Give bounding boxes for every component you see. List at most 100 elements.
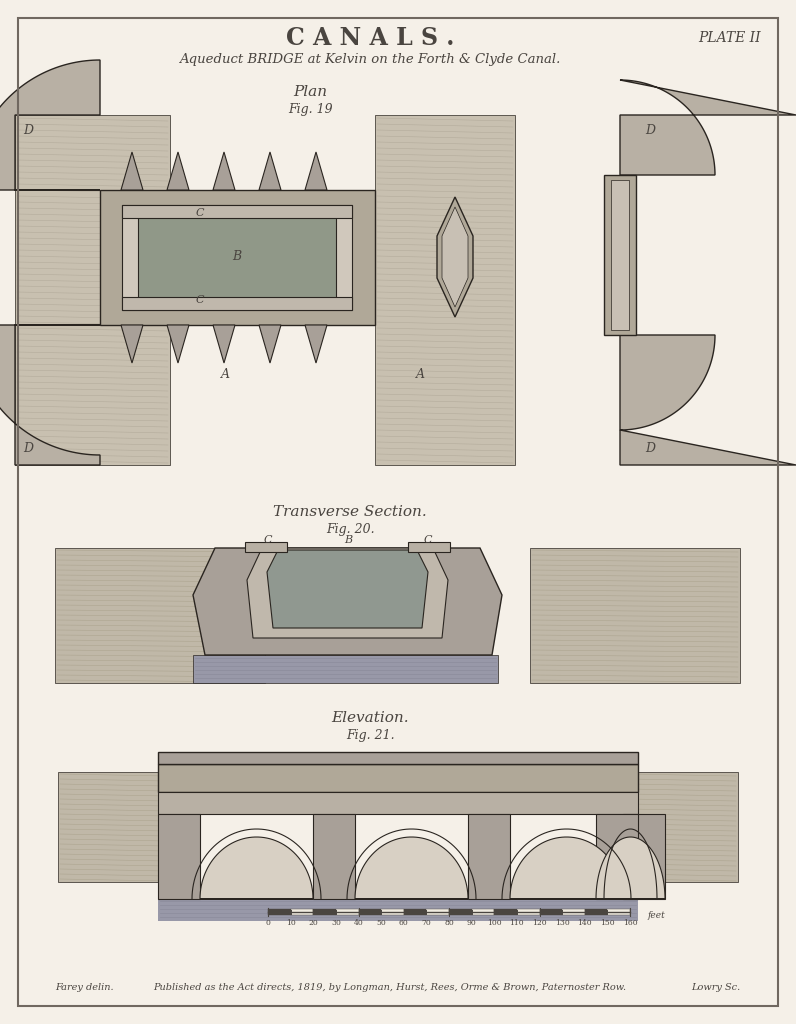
Polygon shape — [437, 197, 473, 317]
FancyBboxPatch shape — [138, 217, 336, 298]
FancyBboxPatch shape — [494, 909, 517, 915]
FancyBboxPatch shape — [245, 542, 287, 552]
Text: 130: 130 — [555, 919, 569, 927]
Text: PLATE II: PLATE II — [699, 31, 761, 45]
Polygon shape — [628, 772, 738, 882]
FancyBboxPatch shape — [291, 909, 314, 915]
Text: Elevation.: Elevation. — [331, 711, 409, 725]
Text: Fig. 20.: Fig. 20. — [326, 523, 374, 537]
Text: 30: 30 — [331, 919, 341, 927]
Polygon shape — [442, 207, 468, 307]
Polygon shape — [267, 550, 428, 628]
Text: 160: 160 — [622, 919, 638, 927]
Text: C: C — [196, 208, 205, 218]
Text: 90: 90 — [466, 919, 477, 927]
FancyBboxPatch shape — [358, 909, 381, 915]
FancyBboxPatch shape — [611, 180, 629, 330]
Text: D: D — [645, 124, 655, 136]
Polygon shape — [305, 325, 327, 362]
FancyBboxPatch shape — [517, 909, 540, 915]
Polygon shape — [15, 115, 170, 465]
Text: Published as the Act directs, 1819, by Longman, Hurst, Rees, Orme & Brown, Pater: Published as the Act directs, 1819, by L… — [154, 983, 626, 992]
FancyBboxPatch shape — [596, 814, 638, 899]
Text: 20: 20 — [308, 919, 318, 927]
FancyBboxPatch shape — [336, 909, 358, 915]
FancyBboxPatch shape — [122, 205, 352, 218]
Text: B: B — [344, 535, 352, 545]
FancyBboxPatch shape — [55, 548, 265, 683]
FancyBboxPatch shape — [122, 205, 352, 310]
Polygon shape — [167, 325, 189, 362]
Polygon shape — [0, 60, 100, 190]
Text: D: D — [23, 441, 33, 455]
FancyBboxPatch shape — [122, 297, 352, 310]
Text: Transverse Section.: Transverse Section. — [273, 505, 427, 519]
FancyBboxPatch shape — [471, 909, 494, 915]
Text: Plan: Plan — [293, 85, 327, 99]
FancyBboxPatch shape — [158, 752, 638, 764]
FancyBboxPatch shape — [158, 792, 638, 814]
FancyBboxPatch shape — [158, 764, 638, 792]
Text: 150: 150 — [600, 919, 615, 927]
Polygon shape — [305, 152, 327, 190]
FancyBboxPatch shape — [468, 814, 510, 899]
FancyBboxPatch shape — [623, 814, 665, 899]
Polygon shape — [596, 837, 665, 899]
Polygon shape — [58, 772, 168, 882]
Text: 80: 80 — [444, 919, 454, 927]
Text: C: C — [196, 295, 205, 305]
Polygon shape — [620, 80, 796, 175]
FancyBboxPatch shape — [158, 814, 200, 899]
Text: 60: 60 — [399, 919, 408, 927]
Text: B: B — [232, 251, 241, 263]
Polygon shape — [213, 152, 235, 190]
FancyBboxPatch shape — [404, 909, 427, 915]
Text: 110: 110 — [509, 919, 525, 927]
FancyBboxPatch shape — [604, 175, 636, 335]
Text: 70: 70 — [422, 919, 431, 927]
Text: D: D — [23, 124, 33, 136]
FancyBboxPatch shape — [381, 909, 404, 915]
Polygon shape — [213, 325, 235, 362]
Text: C: C — [263, 535, 272, 545]
FancyBboxPatch shape — [585, 909, 607, 915]
Polygon shape — [247, 548, 448, 638]
FancyBboxPatch shape — [449, 909, 471, 915]
Text: D: D — [645, 441, 655, 455]
Polygon shape — [167, 152, 189, 190]
Text: 50: 50 — [377, 919, 386, 927]
Text: Fig. 19: Fig. 19 — [287, 103, 332, 117]
Polygon shape — [200, 837, 313, 899]
Text: C: C — [423, 535, 432, 545]
FancyBboxPatch shape — [530, 548, 740, 683]
FancyBboxPatch shape — [158, 899, 638, 921]
FancyBboxPatch shape — [314, 909, 336, 915]
Text: 10: 10 — [286, 919, 295, 927]
Text: Lowry Sc.: Lowry Sc. — [691, 983, 740, 992]
Text: Fig. 21.: Fig. 21. — [345, 729, 394, 742]
Polygon shape — [193, 548, 502, 655]
FancyBboxPatch shape — [408, 542, 450, 552]
Polygon shape — [620, 335, 796, 465]
Text: 40: 40 — [353, 919, 364, 927]
FancyBboxPatch shape — [268, 909, 291, 915]
FancyBboxPatch shape — [313, 814, 355, 899]
Polygon shape — [510, 837, 623, 899]
Polygon shape — [259, 152, 281, 190]
Polygon shape — [0, 325, 100, 465]
Text: C A N A L S .: C A N A L S . — [286, 26, 455, 50]
Text: Aqueduct BRIDGE at Kelvin on the Forth & Clyde Canal.: Aqueduct BRIDGE at Kelvin on the Forth &… — [179, 53, 560, 67]
Text: Farey delin.: Farey delin. — [55, 983, 114, 992]
Text: 140: 140 — [577, 919, 592, 927]
Text: feet: feet — [648, 910, 665, 920]
Text: 120: 120 — [533, 919, 547, 927]
Polygon shape — [259, 325, 281, 362]
FancyBboxPatch shape — [607, 909, 630, 915]
Polygon shape — [121, 152, 143, 190]
FancyBboxPatch shape — [540, 909, 562, 915]
Text: A: A — [416, 369, 424, 382]
FancyBboxPatch shape — [100, 190, 375, 325]
Text: 0: 0 — [266, 919, 271, 927]
Text: 100: 100 — [487, 919, 501, 927]
Text: A: A — [220, 369, 229, 382]
